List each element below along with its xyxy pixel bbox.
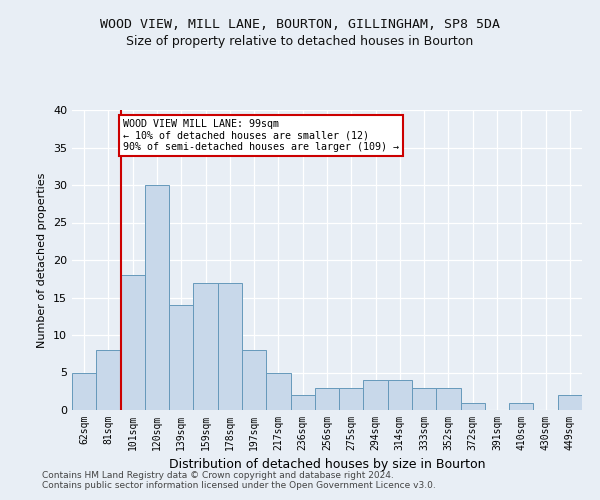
Text: WOOD VIEW, MILL LANE, BOURTON, GILLINGHAM, SP8 5DA: WOOD VIEW, MILL LANE, BOURTON, GILLINGHA… — [100, 18, 500, 30]
Bar — [218, 282, 242, 410]
Bar — [72, 372, 96, 410]
Text: WOOD VIEW MILL LANE: 99sqm
← 10% of detached houses are smaller (12)
90% of semi: WOOD VIEW MILL LANE: 99sqm ← 10% of deta… — [123, 119, 399, 152]
Bar — [509, 402, 533, 410]
Bar — [436, 388, 461, 410]
Bar — [364, 380, 388, 410]
X-axis label: Distribution of detached houses by size in Bourton: Distribution of detached houses by size … — [169, 458, 485, 471]
Text: Size of property relative to detached houses in Bourton: Size of property relative to detached ho… — [127, 35, 473, 48]
Bar — [145, 185, 169, 410]
Bar — [266, 372, 290, 410]
Text: Contains HM Land Registry data © Crown copyright and database right 2024.: Contains HM Land Registry data © Crown c… — [42, 471, 394, 480]
Bar — [315, 388, 339, 410]
Bar — [339, 388, 364, 410]
Text: Contains public sector information licensed under the Open Government Licence v3: Contains public sector information licen… — [42, 481, 436, 490]
Y-axis label: Number of detached properties: Number of detached properties — [37, 172, 47, 348]
Bar — [461, 402, 485, 410]
Bar — [242, 350, 266, 410]
Bar — [169, 305, 193, 410]
Bar — [290, 395, 315, 410]
Bar — [121, 275, 145, 410]
Bar — [193, 282, 218, 410]
Bar — [388, 380, 412, 410]
Bar — [558, 395, 582, 410]
Bar — [412, 388, 436, 410]
Bar — [96, 350, 121, 410]
